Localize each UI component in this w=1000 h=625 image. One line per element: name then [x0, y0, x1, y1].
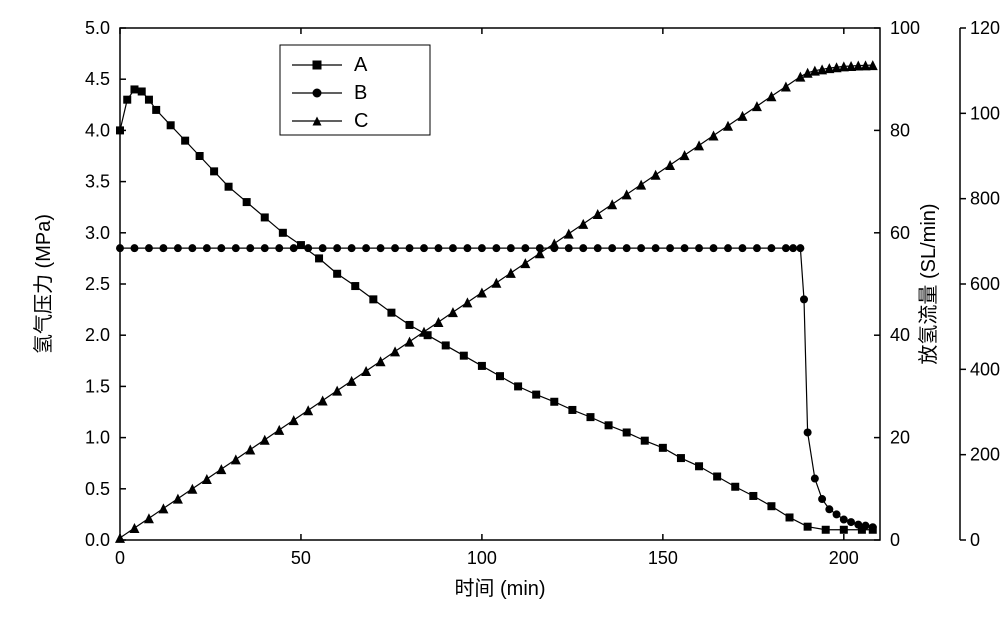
svg-text:0: 0: [890, 530, 900, 550]
svg-text:100: 100: [467, 548, 497, 568]
svg-text:40: 40: [890, 325, 910, 345]
svg-text:C: C: [354, 110, 368, 132]
svg-text:3.5: 3.5: [85, 172, 110, 192]
svg-text:20: 20: [890, 428, 910, 448]
svg-text:3.0: 3.0: [85, 223, 110, 243]
svg-text:5.0: 5.0: [85, 18, 110, 38]
svg-text:1.0: 1.0: [85, 428, 110, 448]
svg-text:100: 100: [890, 18, 920, 38]
svg-text:12000: 12000: [970, 18, 1000, 38]
svg-text:150: 150: [648, 548, 678, 568]
svg-text:10000: 10000: [970, 103, 1000, 123]
svg-text:B: B: [354, 82, 367, 104]
svg-text:60: 60: [890, 223, 910, 243]
svg-text:8000: 8000: [970, 189, 1000, 209]
chart-svg: 050100150200时间 (min)0.00.51.01.52.02.53.…: [0, 0, 1000, 625]
svg-text:2.5: 2.5: [85, 274, 110, 294]
svg-text:0.0: 0.0: [85, 530, 110, 550]
svg-text:4000: 4000: [970, 359, 1000, 379]
chart-container: 050100150200时间 (min)0.00.51.01.52.02.53.…: [0, 0, 1000, 625]
svg-text:放氢流量 (SL/min): 放氢流量 (SL/min): [917, 203, 940, 364]
svg-text:0: 0: [115, 548, 125, 568]
svg-text:A: A: [354, 54, 368, 76]
svg-text:6000: 6000: [970, 274, 1000, 294]
svg-text:80: 80: [890, 120, 910, 140]
svg-text:氢气压力 (MPa): 氢气压力 (MPa): [32, 214, 55, 354]
svg-text:1.5: 1.5: [85, 376, 110, 396]
svg-text:时间 (min): 时间 (min): [454, 577, 545, 600]
svg-text:50: 50: [291, 548, 311, 568]
svg-text:2000: 2000: [970, 445, 1000, 465]
svg-text:4.5: 4.5: [85, 69, 110, 89]
svg-text:2.0: 2.0: [85, 325, 110, 345]
svg-text:0.5: 0.5: [85, 479, 110, 499]
svg-text:4.0: 4.0: [85, 120, 110, 140]
svg-text:200: 200: [829, 548, 859, 568]
svg-text:0: 0: [970, 530, 980, 550]
